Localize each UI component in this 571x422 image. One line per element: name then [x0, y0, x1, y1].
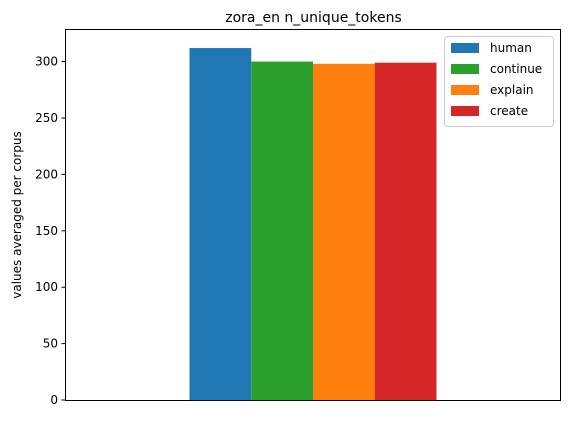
y-tick-label: 100 — [35, 280, 58, 294]
bars-layer — [189, 48, 437, 401]
y-axis-label: values averaged per corpus — [10, 131, 24, 299]
legend-swatch-human — [451, 43, 479, 53]
bar-continue — [251, 61, 313, 401]
plot-frame — [65, 29, 561, 401]
legend-swatch-continue — [451, 64, 479, 74]
y-tick-label: 0 — [50, 393, 58, 407]
legend-label-create: create — [490, 104, 528, 118]
legend-label-explain: explain — [490, 83, 534, 97]
bar-create — [374, 62, 437, 401]
legend-swatch-create — [451, 106, 479, 116]
y-tick-label: 150 — [35, 224, 58, 238]
bar-human — [189, 48, 252, 401]
y-tick-label: 50 — [43, 337, 58, 351]
legend-frame — [444, 36, 554, 127]
y-tick-label: 300 — [35, 55, 58, 69]
legend-label-human: human — [490, 41, 532, 55]
bar-explain — [313, 63, 375, 401]
y-ticks-layer: 0 50 100 150 200 250 300 — [35, 55, 66, 407]
y-tick-label: 250 — [35, 111, 58, 125]
legend-label-continue: continue — [490, 62, 542, 76]
legend-swatch-explain — [451, 85, 479, 95]
chart-title: zora_en n_unique_tokens — [225, 10, 402, 26]
y-tick-label: 200 — [35, 167, 58, 181]
legend: human continue explain create — [444, 36, 554, 127]
